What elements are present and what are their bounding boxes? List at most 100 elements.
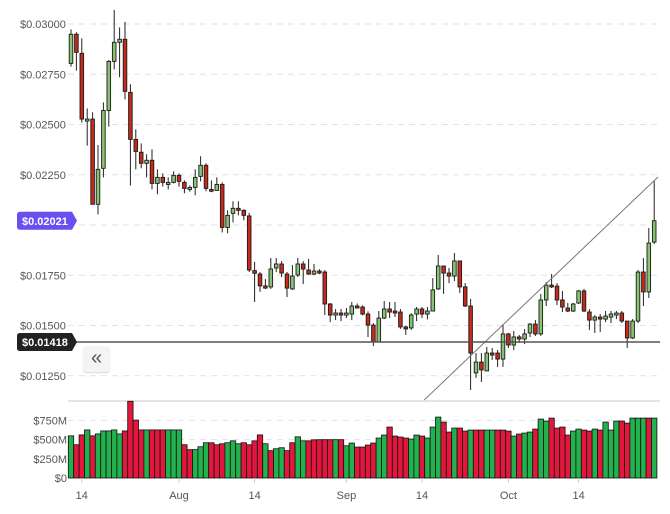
volume-bar (159, 429, 166, 479)
volume-bar (424, 437, 431, 479)
price-tick-label: $0.01750 (20, 270, 66, 282)
volume-bar (262, 443, 269, 479)
time-tick-label: 14 (76, 490, 88, 502)
volume-bar (78, 434, 85, 479)
volume-tick-label: $250M (33, 454, 67, 466)
candle-body (338, 312, 344, 316)
candle-body (608, 313, 614, 318)
volume-bar (510, 435, 517, 479)
volume-bar (429, 426, 436, 479)
volume-bar (121, 430, 129, 479)
candle-body (68, 33, 74, 64)
time-tick-label: 14 (416, 490, 428, 502)
volume-bar (478, 429, 485, 479)
candle-body (435, 265, 441, 290)
candle (273, 257, 279, 273)
candle (317, 269, 322, 275)
volume-bar (316, 439, 323, 479)
candle-body (257, 273, 263, 287)
volume-bar (537, 418, 544, 479)
candle-body (225, 214, 230, 228)
candle (587, 309, 592, 330)
candle-body (354, 305, 360, 309)
candle-body (241, 209, 247, 216)
candle-body (322, 271, 328, 305)
candle (603, 311, 608, 323)
candle-body (306, 269, 311, 275)
candle-body (495, 352, 500, 360)
candle (597, 314, 603, 332)
candle (284, 272, 290, 297)
candle (549, 274, 554, 289)
candle-body (203, 164, 209, 189)
candle (495, 350, 500, 367)
volume-bar (67, 435, 75, 479)
candle (111, 9, 117, 70)
candle (581, 288, 587, 313)
volume-bar (418, 435, 426, 479)
candle (198, 156, 203, 182)
volume-bar (84, 429, 91, 479)
candle-body (284, 273, 290, 289)
candle-body (138, 151, 144, 164)
price-gridlines (68, 23, 660, 377)
candle (300, 261, 306, 285)
candle (381, 300, 387, 320)
candle (290, 264, 295, 290)
candle-body (543, 284, 549, 301)
price-tick-label: $0.01500 (20, 321, 66, 333)
candle-body (533, 323, 538, 335)
candle (68, 29, 74, 67)
candle (560, 290, 565, 313)
candle-body (565, 307, 571, 312)
candle-body (160, 176, 166, 183)
candle (101, 102, 106, 178)
volume-bar (494, 429, 501, 479)
candle-body (300, 263, 306, 270)
volume-bar (570, 430, 577, 479)
candle (246, 212, 252, 273)
volume-bar (197, 446, 204, 479)
candle (117, 27, 122, 78)
time-axis: 14 Aug 14 Sep 14 Oct 14 (76, 478, 585, 502)
volume-bar (435, 416, 442, 479)
candle-body (117, 38, 122, 43)
candle (360, 305, 365, 316)
candle (489, 348, 495, 360)
candle-body (106, 60, 112, 111)
candle-body (624, 320, 630, 339)
candle-body (387, 308, 392, 313)
volume-bar (651, 417, 658, 479)
candle-body (538, 299, 544, 335)
horizontal-line-tag-shape (17, 332, 77, 351)
candle (635, 270, 641, 324)
candle (203, 163, 209, 192)
candle-body (408, 314, 414, 329)
volume-bar (310, 439, 318, 479)
volume-bar (521, 432, 528, 479)
candle (506, 332, 511, 349)
horizontal-line-tag: $0.01418 (17, 332, 77, 351)
trendline[interactable] (423, 176, 659, 401)
volume-bar (100, 430, 107, 479)
candle-body (592, 316, 598, 321)
volume-bar (208, 442, 215, 479)
candle-body (317, 270, 322, 274)
candle-body (651, 220, 657, 243)
candle-body (155, 176, 160, 184)
candle-body (90, 118, 95, 205)
volume-bar (105, 430, 112, 479)
candle (646, 228, 652, 298)
candle-body (252, 270, 257, 274)
candle-body (581, 290, 587, 312)
candle (106, 59, 112, 127)
volume-bar (559, 426, 566, 479)
scroll-back-button[interactable]: « (83, 346, 110, 372)
candle-body (473, 361, 479, 374)
candle (435, 254, 441, 290)
volume-bar (127, 400, 134, 479)
candle-body (295, 263, 301, 276)
candle (479, 353, 484, 382)
volume-bar (640, 417, 647, 479)
